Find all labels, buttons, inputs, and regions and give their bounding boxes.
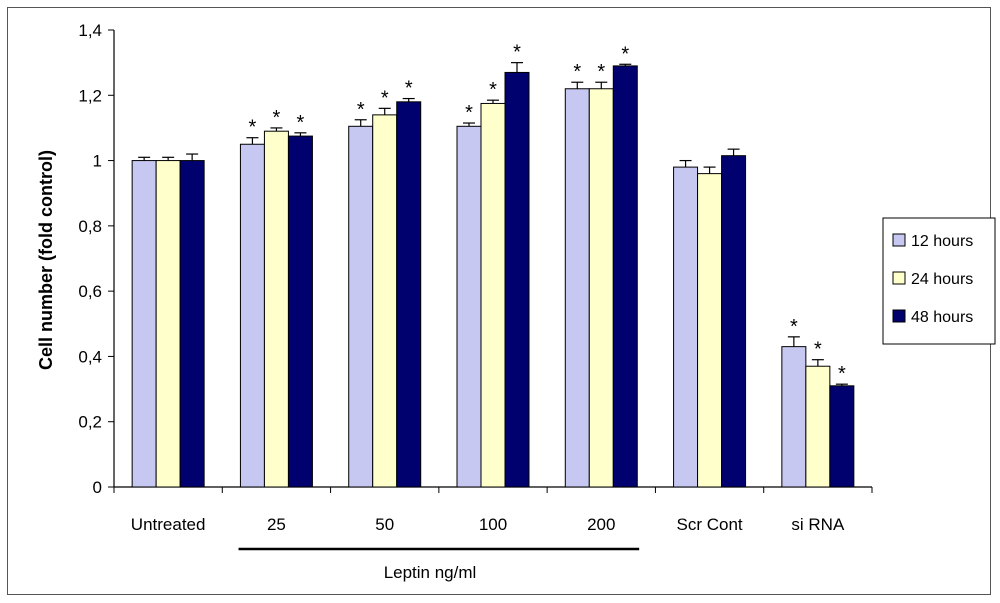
bar xyxy=(372,114,398,488)
bar xyxy=(612,65,638,488)
y-axis-label: Cell number (fold control) xyxy=(36,150,56,370)
significance-marker: * xyxy=(621,43,629,65)
y-tick-label: 1,2 xyxy=(78,86,102,105)
significance-marker: * xyxy=(838,363,846,385)
bar xyxy=(287,135,313,488)
significance-marker: * xyxy=(273,107,281,129)
bar xyxy=(239,143,265,488)
plot-area: 0 0,2 0,4 0,6 0,8 1 1,2 1,4 Untreated 25 * * * 50 * * * 1… xyxy=(78,21,873,551)
significance-marker: * xyxy=(790,316,798,338)
significance-marker: * xyxy=(357,99,365,121)
y-tick-label: 0,4 xyxy=(78,347,102,366)
x-tick-label: Untreated xyxy=(131,515,206,534)
bar xyxy=(829,385,855,488)
bar xyxy=(721,155,747,488)
y-tick-label: 1,4 xyxy=(78,21,102,40)
y-tick-label: 0,2 xyxy=(78,413,102,432)
significance-marker: * xyxy=(381,87,389,109)
y-tick-label: 0,6 xyxy=(78,282,102,301)
significance-marker: * xyxy=(513,42,521,64)
bar xyxy=(480,102,506,488)
bar xyxy=(155,160,181,488)
bar xyxy=(697,173,723,488)
legend-label: 48 hours xyxy=(911,309,973,326)
x-tick-label: 25 xyxy=(267,515,286,534)
x-tick-label: 200 xyxy=(587,515,615,534)
legend-swatch xyxy=(892,309,906,323)
leptin-axis-label: Leptin ng/ml xyxy=(384,563,477,582)
bar xyxy=(781,346,807,488)
bar xyxy=(673,166,699,488)
significance-marker: * xyxy=(573,61,581,83)
y-tick-label: 0,8 xyxy=(78,217,102,236)
significance-marker: * xyxy=(465,102,473,124)
legend-swatch xyxy=(892,233,906,247)
legend-label: 24 hours xyxy=(911,271,973,288)
legend: 12 hours 24 hours 48 hours xyxy=(882,217,996,345)
x-tick-label: si RNA xyxy=(791,515,845,534)
y-tick-label: 0 xyxy=(93,478,102,497)
significance-marker: * xyxy=(297,112,305,134)
legend-label: 12 hours xyxy=(911,233,973,250)
bar xyxy=(179,160,205,488)
bar xyxy=(805,365,831,488)
bar xyxy=(588,88,614,488)
x-tick-label: Scr Cont xyxy=(677,515,743,534)
significance-marker: * xyxy=(489,79,497,101)
x-tick-label: 100 xyxy=(479,515,507,534)
significance-marker: * xyxy=(249,117,257,139)
bar xyxy=(504,71,530,488)
bar xyxy=(263,130,289,488)
significance-marker: * xyxy=(597,61,605,83)
significance-marker: * xyxy=(405,78,413,100)
legend-swatch xyxy=(892,271,906,285)
bar xyxy=(348,125,374,488)
y-tick-label: 1 xyxy=(93,152,102,171)
x-tick-label: 50 xyxy=(375,515,394,534)
bar xyxy=(396,101,422,488)
bar xyxy=(131,160,157,488)
bar xyxy=(456,125,482,488)
bar xyxy=(564,88,590,488)
significance-marker: * xyxy=(814,339,822,361)
